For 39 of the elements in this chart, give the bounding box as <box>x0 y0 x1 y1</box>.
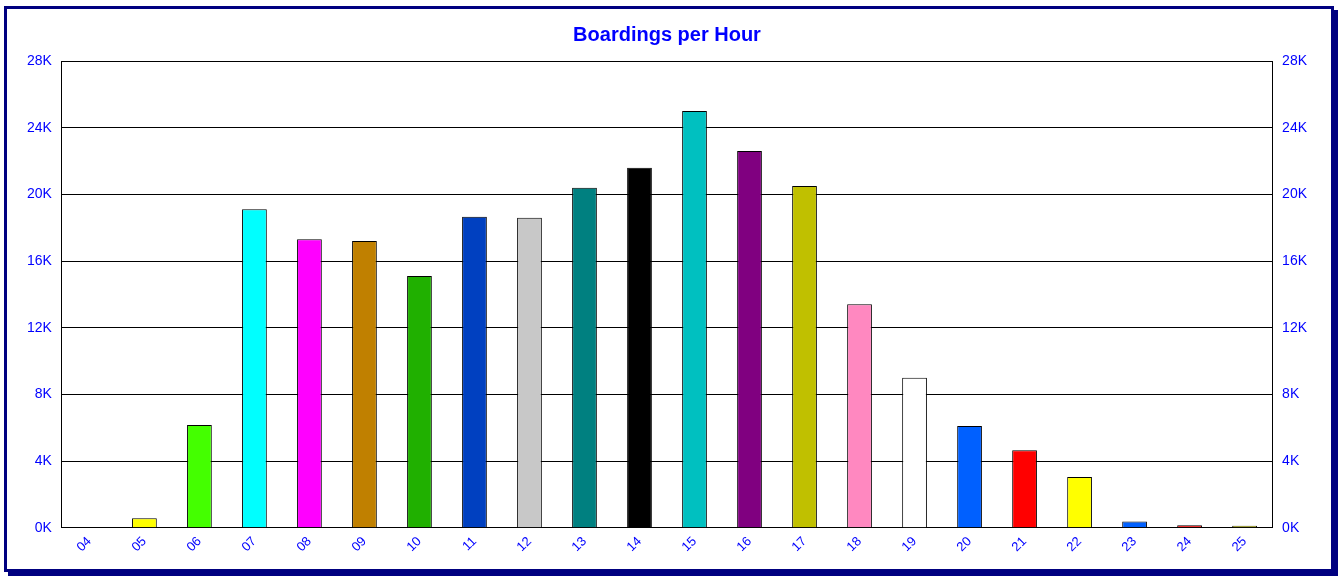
x-tick-label: 18 <box>843 533 865 555</box>
x-tick-label: 12 <box>513 533 535 555</box>
y-tick-label: 16K <box>26 251 53 268</box>
y2-tick-label: 20K <box>1282 185 1308 202</box>
x-tick-label: 07 <box>238 533 260 555</box>
chart-title: Boardings per Hour <box>573 22 762 45</box>
x-tick-label: 09 <box>348 533 370 555</box>
x-tick-label: 13 <box>568 533 590 555</box>
x-tick-label: 23 <box>1118 533 1140 555</box>
x-tick-label: 14 <box>623 533 645 555</box>
y-tick-label: 8K <box>34 385 53 402</box>
y2-tick-label: 8K <box>1282 385 1300 402</box>
y-tick-label: 28K <box>26 51 53 68</box>
y2-tick-label: 0K <box>1282 518 1300 535</box>
x-tick-label: 20 <box>953 533 975 555</box>
y2-tick-label: 12K <box>1282 318 1308 335</box>
x-tick-label: 19 <box>898 533 920 555</box>
y2-tick-label: 4K <box>1282 451 1300 468</box>
x-tick-label: 17 <box>788 533 810 555</box>
x-tick-label: 22 <box>1063 533 1085 555</box>
x-tick-label: 15 <box>678 533 700 555</box>
y-tick-label: 0K <box>34 518 53 535</box>
x-tick-label: 05 <box>128 533 150 555</box>
y2-tick-label: 28K <box>1282 51 1308 68</box>
y-tick-label: 12K <box>26 318 53 335</box>
x-tick-label: 25 <box>1228 533 1250 555</box>
x-tick-label: 16 <box>733 533 755 555</box>
y2-tick-label: 24K <box>1282 118 1308 135</box>
x-tick-label: 21 <box>1008 533 1030 555</box>
x-tick-label: 24 <box>1173 533 1195 555</box>
x-tick-label: 11 <box>458 533 480 554</box>
x-tick-label: 04 <box>73 533 95 555</box>
y-tick-label: 20K <box>26 185 53 202</box>
y-tick-label: 24K <box>26 118 53 135</box>
x-tick-label: 08 <box>293 533 315 555</box>
y-tick-label: 4K <box>34 451 53 468</box>
x-tick-label: 06 <box>183 533 205 555</box>
x-tick-label: 10 <box>403 533 425 555</box>
y2-tick-label: 16K <box>1282 251 1308 268</box>
